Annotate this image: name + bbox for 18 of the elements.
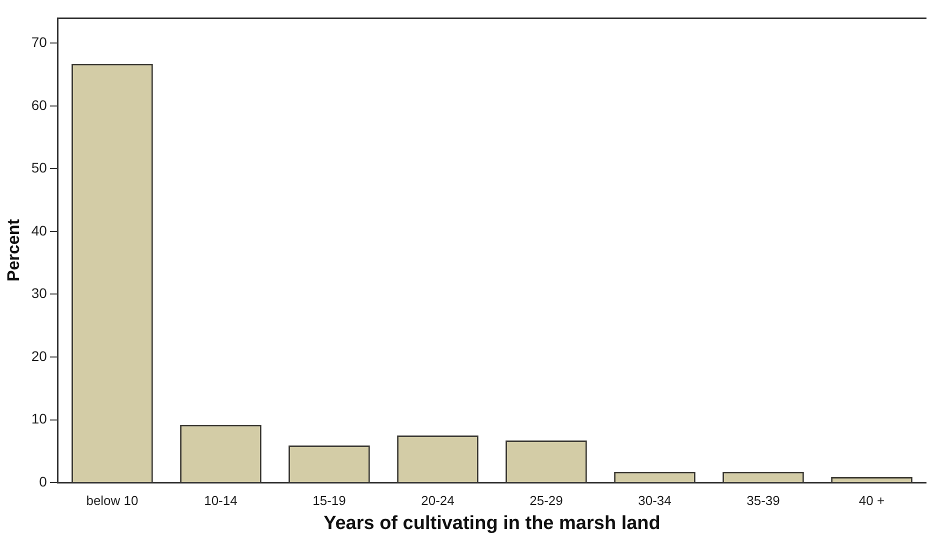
y-axis-title: Percent — [4, 218, 23, 282]
x-axis-title: Years of cultivating in the marsh land — [324, 512, 660, 534]
y-tick-label: 50 — [31, 160, 48, 176]
x-tick-label: 10-14 — [204, 492, 238, 508]
x-tick-label: below 10 — [86, 492, 138, 508]
y-tick-label: 60 — [31, 96, 48, 113]
y-tick-label: 70 — [31, 34, 48, 50]
y-tick-label: 30 — [31, 285, 48, 302]
x-tick-label: 30-34 — [638, 492, 672, 508]
y-tick-label: 20 — [31, 348, 48, 364]
x-tick-label: 15-19 — [312, 492, 346, 508]
x-tick-label: 35-39 — [746, 492, 780, 508]
y-tick-label: 0 — [39, 473, 48, 490]
x-tick-label: 25-29 — [530, 492, 563, 508]
x-tick-label: 40 + — [858, 492, 885, 508]
y-tick-label: 40 — [31, 222, 48, 238]
y-tick-label: 10 — [31, 410, 48, 427]
x-tick-label: 20-24 — [421, 492, 454, 508]
